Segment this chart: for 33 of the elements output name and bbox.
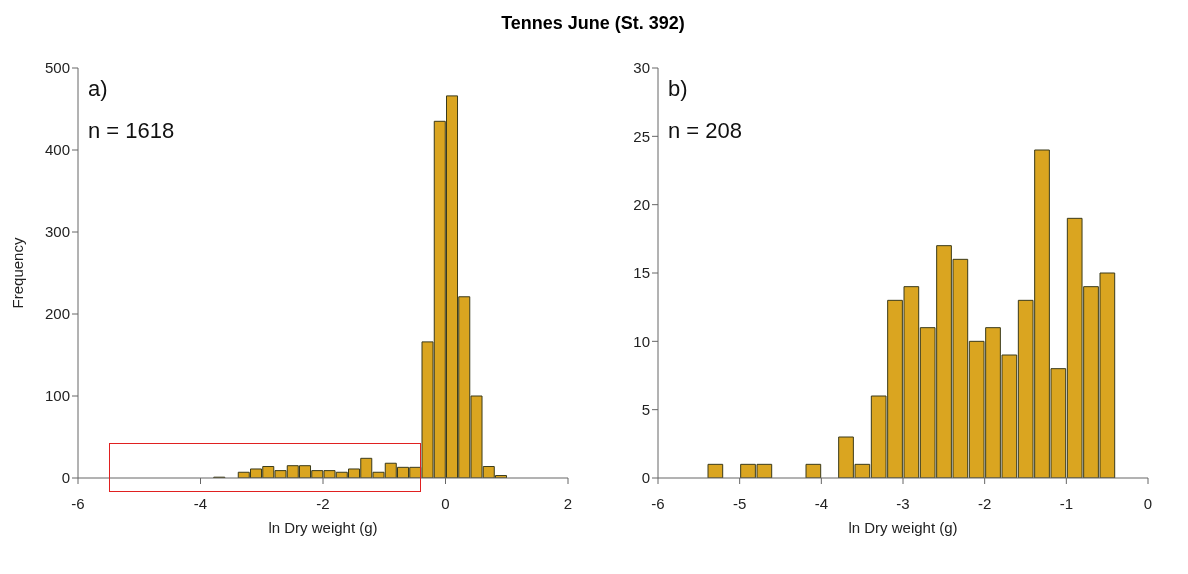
- y-tick-label: 100: [44, 387, 70, 405]
- annotation: n = 208: [668, 118, 743, 144]
- x-tick-label: -5: [732, 494, 747, 512]
- x-tick-label: -3: [896, 494, 910, 512]
- y-tick-label: 0: [61, 469, 70, 487]
- y-tick-label: 200: [44, 305, 70, 323]
- annotation: b): [668, 76, 688, 102]
- x-tick-label: -6: [71, 494, 85, 512]
- y-tick-label: 0: [641, 469, 650, 487]
- y-tick-label: 25: [633, 127, 650, 145]
- annotation: n = 1618: [88, 118, 175, 144]
- x-tick-label: -4: [814, 494, 829, 512]
- y-tick-label: 500: [44, 59, 70, 77]
- x-axis-title: ln Dry weight (g): [848, 519, 958, 536]
- y-tick-label: 400: [44, 141, 70, 159]
- x-tick-label: 0: [1143, 494, 1153, 512]
- y-axis-title: Frequency: [9, 237, 27, 309]
- x-axis-title: ln Dry weight (g): [268, 519, 378, 536]
- x-tick-label: -2: [316, 494, 330, 512]
- y-tick-label: 10: [633, 332, 650, 350]
- y-tick-label: 5: [641, 400, 650, 418]
- x-tick-label: 0: [441, 494, 450, 512]
- annotation: a): [88, 76, 108, 102]
- x-tick-label: -2: [977, 494, 992, 512]
- x-tick-label: -6: [651, 494, 665, 512]
- x-tick-label: 2: [563, 494, 573, 512]
- x-tick-label: -1: [1059, 494, 1074, 512]
- y-tick-label: 20: [633, 195, 650, 213]
- y-tick-label: 30: [633, 59, 650, 77]
- x-tick-label: -4: [193, 494, 208, 512]
- chart-title: Tennes June (St. 392): [500, 12, 686, 35]
- y-tick-label: 300: [44, 223, 70, 241]
- y-tick-label: 15: [633, 264, 650, 282]
